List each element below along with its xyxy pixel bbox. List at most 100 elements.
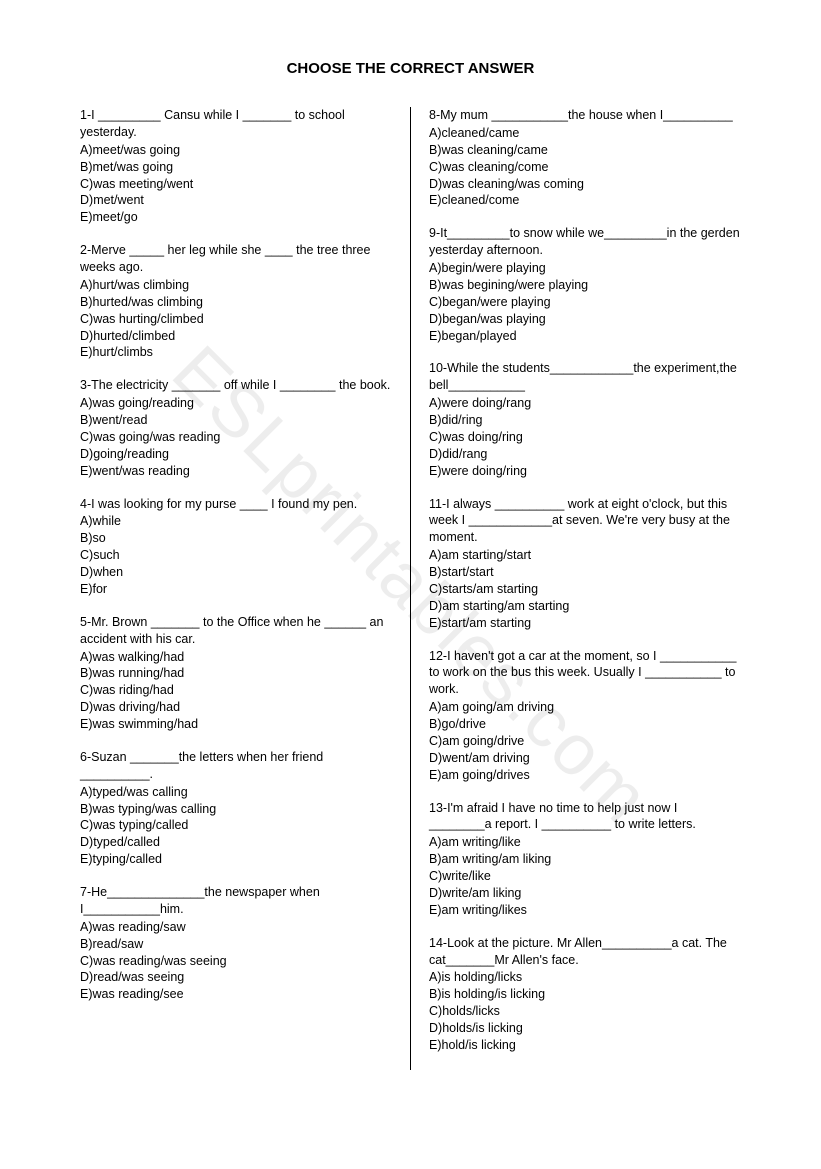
answer-option: D)went/am driving <box>429 750 741 767</box>
answer-option: D)write/am liking <box>429 885 741 902</box>
answer-option: B)so <box>80 530 392 547</box>
question-block: 13-I'm afraid I have no time to help jus… <box>429 800 741 919</box>
answer-option: D)hurted/climbed <box>80 328 392 345</box>
answer-option: B)was typing/was calling <box>80 801 392 818</box>
answer-option: D)holds/is licking <box>429 1020 741 1037</box>
answer-option: A)while <box>80 513 392 530</box>
answer-option: E)start/am starting <box>429 615 741 632</box>
answer-option: B)is holding/is licking <box>429 986 741 1003</box>
question-block: 5-Mr. Brown _______ to the Office when h… <box>80 614 392 733</box>
worksheet-title: CHOOSE THE CORRECT ANSWER <box>80 60 741 77</box>
answer-option: B)go/drive <box>429 716 741 733</box>
question-stem: 3-The electricity _______ off while I __… <box>80 377 392 394</box>
answer-option: E)went/was reading <box>80 463 392 480</box>
answer-option: E)am going/drives <box>429 767 741 784</box>
answer-option: C)was reading/was seeing <box>80 953 392 970</box>
answer-option: A)was going/reading <box>80 395 392 412</box>
answer-option: D)was cleaning/was coming <box>429 176 741 193</box>
question-stem: 12-I haven't got a car at the moment, so… <box>429 648 741 699</box>
answer-option: B)start/start <box>429 564 741 581</box>
answer-option: B)am writing/am liking <box>429 851 741 868</box>
question-stem: 13-I'm afraid I have no time to help jus… <box>429 800 741 834</box>
question-block: 12-I haven't got a car at the moment, so… <box>429 648 741 784</box>
question-block: 2-Merve _____ her leg while she ____ the… <box>80 242 392 361</box>
answer-option: C)began/were playing <box>429 294 741 311</box>
question-block: 9-It_________to snow while we_________in… <box>429 225 741 344</box>
answer-option: A)begin/were playing <box>429 260 741 277</box>
columns-container: 1-I _________ Cansu while I _______ to s… <box>80 107 741 1070</box>
answer-option: B)did/ring <box>429 412 741 429</box>
question-stem: 8-My mum ___________the house when I____… <box>429 107 741 124</box>
question-stem: 14-Look at the picture. Mr Allen________… <box>429 935 741 969</box>
question-block: 1-I _________ Cansu while I _______ to s… <box>80 107 392 226</box>
answer-option: B)was running/had <box>80 665 392 682</box>
question-stem: 1-I _________ Cansu while I _______ to s… <box>80 107 392 141</box>
answer-option: D)typed/called <box>80 834 392 851</box>
answer-option: B)met/was going <box>80 159 392 176</box>
answer-option: A)meet/was going <box>80 142 392 159</box>
answer-option: C)holds/licks <box>429 1003 741 1020</box>
answer-option: C)was hurting/climbed <box>80 311 392 328</box>
answer-option: D)met/went <box>80 192 392 209</box>
answer-option: E)am writing/likes <box>429 902 741 919</box>
answer-option: C)was doing/ring <box>429 429 741 446</box>
answer-option: D)was driving/had <box>80 699 392 716</box>
answer-option: B)was cleaning/came <box>429 142 741 159</box>
answer-option: C)write/like <box>429 868 741 885</box>
answer-option: E)hold/is licking <box>429 1037 741 1054</box>
answer-option: C)was typing/called <box>80 817 392 834</box>
answer-option: E)were doing/ring <box>429 463 741 480</box>
answer-option: E)cleaned/come <box>429 192 741 209</box>
answer-option: C)was going/was reading <box>80 429 392 446</box>
question-block: 3-The electricity _______ off while I __… <box>80 377 392 479</box>
answer-option: C)was meeting/went <box>80 176 392 193</box>
question-stem: 4-I was looking for my purse ____ I foun… <box>80 496 392 513</box>
answer-option: D)when <box>80 564 392 581</box>
answer-option: C)am going/drive <box>429 733 741 750</box>
question-stem: 7-He______________the newspaper when I__… <box>80 884 392 918</box>
answer-option: A)typed/was calling <box>80 784 392 801</box>
question-block: 11-I always __________ work at eight o'c… <box>429 496 741 632</box>
question-block: 6-Suzan _______the letters when her frie… <box>80 749 392 868</box>
answer-option: D)began/was playing <box>429 311 741 328</box>
right-column: 8-My mum ___________the house when I____… <box>411 107 741 1070</box>
answer-option: D)am starting/am starting <box>429 598 741 615</box>
answer-option: C)was cleaning/come <box>429 159 741 176</box>
answer-option: C)such <box>80 547 392 564</box>
worksheet-page: ESLprintables.com CHOOSE THE CORRECT ANS… <box>0 0 821 1169</box>
answer-option: E)began/played <box>429 328 741 345</box>
answer-option: C)was riding/had <box>80 682 392 699</box>
answer-option: E)for <box>80 581 392 598</box>
question-block: 4-I was looking for my purse ____ I foun… <box>80 496 392 598</box>
answer-option: E)typing/called <box>80 851 392 868</box>
question-block: 14-Look at the picture. Mr Allen________… <box>429 935 741 1054</box>
answer-option: A)was reading/saw <box>80 919 392 936</box>
answer-option: A)hurt/was climbing <box>80 277 392 294</box>
answer-option: C)starts/am starting <box>429 581 741 598</box>
answer-option: B)read/saw <box>80 936 392 953</box>
question-stem: 11-I always __________ work at eight o'c… <box>429 496 741 547</box>
answer-option: A)is holding/licks <box>429 969 741 986</box>
question-block: 7-He______________the newspaper when I__… <box>80 884 392 1003</box>
left-column: 1-I _________ Cansu while I _______ to s… <box>80 107 411 1070</box>
answer-option: E)hurt/climbs <box>80 344 392 361</box>
answer-option: D)read/was seeing <box>80 969 392 986</box>
answer-option: A)cleaned/came <box>429 125 741 142</box>
answer-option: A)was walking/had <box>80 649 392 666</box>
answer-option: A)am going/am driving <box>429 699 741 716</box>
answer-option: A)am starting/start <box>429 547 741 564</box>
question-stem: 2-Merve _____ her leg while she ____ the… <box>80 242 392 276</box>
answer-option: B)was begining/were playing <box>429 277 741 294</box>
answer-option: E)was reading/see <box>80 986 392 1003</box>
answer-option: B)hurted/was climbing <box>80 294 392 311</box>
question-stem: 5-Mr. Brown _______ to the Office when h… <box>80 614 392 648</box>
question-stem: 10-While the students____________the exp… <box>429 360 741 394</box>
question-stem: 6-Suzan _______the letters when her frie… <box>80 749 392 783</box>
answer-option: A)am writing/like <box>429 834 741 851</box>
answer-option: E)meet/go <box>80 209 392 226</box>
question-block: 10-While the students____________the exp… <box>429 360 741 479</box>
answer-option: A)were doing/rang <box>429 395 741 412</box>
question-block: 8-My mum ___________the house when I____… <box>429 107 741 209</box>
answer-option: D)did/rang <box>429 446 741 463</box>
question-stem: 9-It_________to snow while we_________in… <box>429 225 741 259</box>
